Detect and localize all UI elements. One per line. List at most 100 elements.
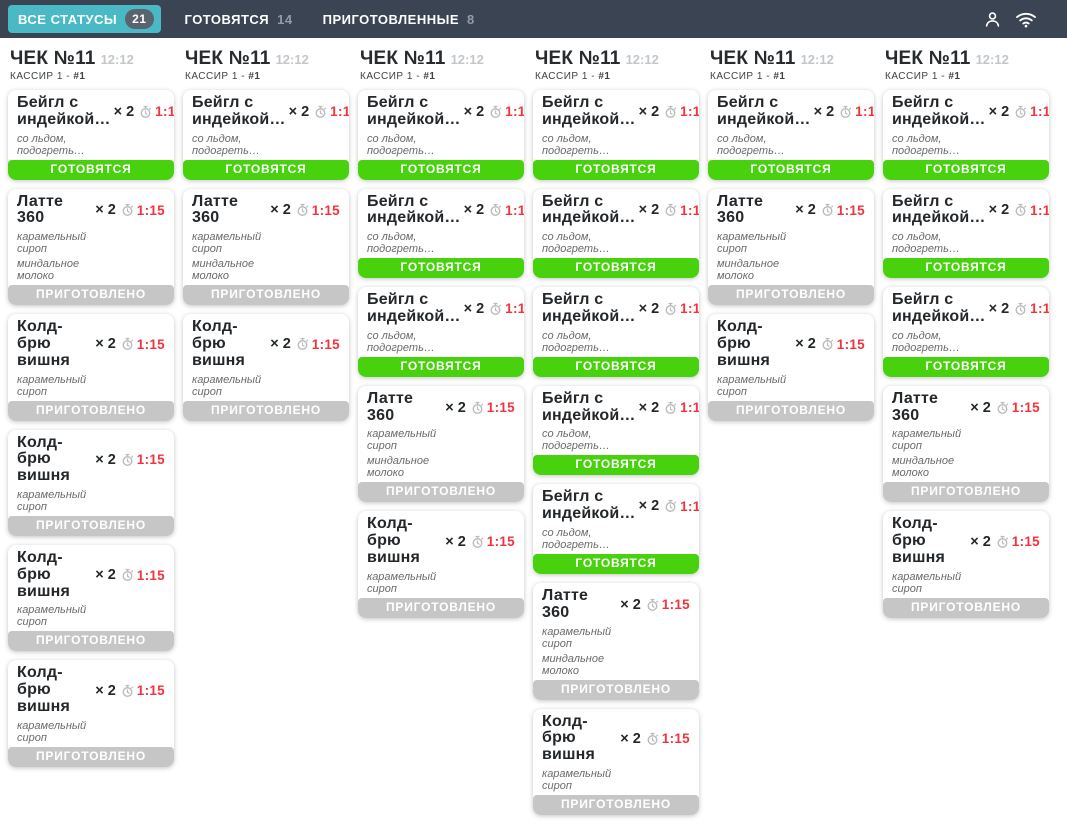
order-column: ЧЕК №11 12:12 КАССИР 1 - #1 Бейгл с инде… — [533, 47, 699, 824]
status-button[interactable]: ГОТОВЯТСЯ — [883, 356, 1049, 377]
item-meta: × 2 1:15 — [620, 597, 690, 613]
top-bar: ВСЕ СТАТУСЫ 21 ГОТОВЯТСЯ 14 ПРИГОТОВЛЕНН… — [0, 0, 1067, 38]
item-meta: × 2 1:15 — [95, 567, 165, 583]
order-number: #1 — [598, 71, 611, 82]
cashier-line: КАССИР 1 - #1 — [360, 71, 522, 83]
item-timer: 1:15 — [680, 104, 699, 120]
status-button[interactable]: ГОТОВЯТСЯ — [533, 159, 699, 180]
item-quantity: × 2 — [620, 730, 641, 747]
item-name: Бейгл с индейкой… — [542, 192, 636, 227]
card-body: Латте 360 × 2 1:15 карамел — [183, 189, 349, 286]
cashier-label: КАССИР 1 - — [360, 71, 424, 82]
check-header: ЧЕК №11 12:12 КАССИР 1 - #1 — [533, 47, 699, 90]
status-button[interactable]: ГОТОВЯТСЯ — [533, 356, 699, 377]
status-button[interactable]: ГОТОВЯТСЯ — [708, 159, 874, 180]
cashier-line: КАССИР 1 - #1 — [885, 71, 1047, 83]
order-number: #1 — [73, 71, 86, 82]
order-column: ЧЕК №11 12:12 КАССИР 1 - #1 Бейгл с инде… — [883, 47, 1049, 627]
order-item-card: Бейгл с индейкой… × 2 1:15 — [8, 90, 174, 180]
tab-preparing[interactable]: ГОТОВЯТСЯ 14 — [179, 8, 299, 31]
status-button[interactable]: ПРИГОТОВЛЕНО — [358, 482, 524, 503]
status-button[interactable]: ПРИГОТОВЛЕНО — [708, 285, 874, 306]
status-button[interactable]: ПРИГОТОВЛЕНО — [8, 285, 174, 306]
user-icon[interactable] — [983, 10, 1002, 29]
status-button[interactable]: ПРИГОТОВЛЕНО — [183, 400, 349, 421]
modifier: со льдом, подогреть… — [367, 231, 435, 256]
status-button[interactable]: ПРИГОТОВЛЕНО — [883, 597, 1049, 618]
item-name: Латте 360 — [367, 389, 414, 424]
timer-icon — [471, 535, 484, 549]
tab-all-statuses[interactable]: ВСЕ СТАТУСЫ 21 — [8, 5, 161, 33]
modifier: со льдом, подогреть… — [542, 231, 610, 256]
tab-count: 21 — [125, 9, 154, 29]
status-button[interactable]: ПРИГОТОВЛЕНО — [708, 400, 874, 421]
cards-list: Бейгл с индейкой… × 2 1:15 — [883, 90, 1049, 618]
status-button[interactable]: ПРИГОТОВЛЕНО — [533, 794, 699, 815]
modifier: карамельный сироп — [717, 231, 787, 256]
item-modifiers: карамельный сироп миндальное молоко — [17, 231, 165, 282]
item-name: Бейгл с индейкой… — [717, 94, 811, 128]
item-timer: 1:15 — [1030, 301, 1049, 317]
modifier: карамельный сироп — [892, 570, 962, 595]
card-body: Латте 360 × 2 1:15 карамел — [533, 583, 699, 680]
item-modifiers: со льдом, подогреть… — [892, 330, 1040, 354]
item-timer: 1:15 — [486, 534, 515, 550]
item-quantity: × 2 — [638, 399, 660, 416]
modifier: со льдом, подогреть… — [367, 329, 435, 354]
item-modifiers: со льдом, подогреть… — [542, 330, 690, 354]
status-button[interactable]: ГОТОВЯТСЯ — [358, 159, 524, 180]
item-quantity: × 2 — [95, 202, 116, 219]
modifier: со льдом, подогреть… — [367, 132, 435, 157]
status-button[interactable]: ГОТОВЯТСЯ — [533, 553, 699, 574]
status-button[interactable]: ГОТОВЯТСЯ — [8, 159, 174, 180]
status-button[interactable]: ГОТОВЯТСЯ — [533, 258, 699, 279]
item-quantity: × 2 — [813, 103, 835, 120]
check-number: ЧЕК №11 — [710, 48, 796, 69]
item-quantity: × 2 — [288, 103, 310, 120]
status-button[interactable]: ГОТОВЯТСЯ — [358, 356, 524, 377]
order-item-card: Латте 360 × 2 1:15 карамел — [358, 385, 524, 503]
order-item-card: Бейгл с индейкой… × 2 1:15 — [358, 90, 524, 180]
item-meta: × 2 1:15 — [95, 336, 165, 352]
item-modifiers: со льдом, подогреть… — [367, 231, 515, 255]
item-quantity: × 2 — [795, 202, 816, 219]
item-name: Латте 360 — [17, 192, 64, 227]
status-tabs: ВСЕ СТАТУСЫ 21 ГОТОВЯТСЯ 14 ПРИГОТОВЛЕНН… — [8, 5, 481, 33]
status-button[interactable]: ПРИГОТОВЛЕНО — [533, 679, 699, 700]
item-modifiers: со льдом, подогреть… — [892, 231, 1040, 255]
item-name: Колд-брю вишня — [17, 664, 71, 715]
wifi-icon[interactable] — [1015, 11, 1037, 28]
tab-count: 8 — [467, 11, 475, 27]
cashier-line: КАССИР 1 - #1 — [710, 71, 872, 83]
status-button[interactable]: ГОТОВЯТСЯ — [183, 159, 349, 180]
status-button[interactable]: ПРИГОТОВЛЕНО — [8, 400, 174, 421]
cards-list: Бейгл с индейкой… × 2 1:15 — [358, 90, 524, 618]
item-timer: 1:15 — [1030, 104, 1049, 120]
modifier: со льдом, подогреть… — [542, 132, 610, 157]
status-button[interactable]: ГОТОВЯТСЯ — [883, 258, 1049, 279]
order-item-card: Бейгл с индейкой… × 2 1:15 — [883, 188, 1049, 279]
status-button[interactable]: ГОТОВЯТСЯ — [358, 258, 524, 279]
status-button[interactable]: ПРИГОТОВЛЕНО — [183, 285, 349, 306]
item-name: Колд-брю вишня — [717, 318, 771, 369]
item-timer: 1:15 — [855, 104, 874, 120]
status-button[interactable]: ПРИГОТОВЛЕНО — [8, 746, 174, 767]
status-button[interactable]: ПРИГОТОВЛЕНО — [358, 597, 524, 618]
item-timer: 1:15 — [155, 104, 174, 120]
check-number: ЧЕК №11 — [360, 48, 446, 69]
status-button[interactable]: ГОТОВЯТСЯ — [883, 159, 1049, 180]
timer-icon — [996, 535, 1009, 549]
item-timer: 1:15 — [136, 683, 165, 699]
tab-done[interactable]: ПРИГОТОВЛЕННЫЕ 8 — [317, 8, 481, 31]
item-modifiers: со льдом, подогреть… — [717, 133, 865, 157]
modifier: со льдом, подогреть… — [192, 132, 260, 157]
card-body: Бейгл с индейкой… × 2 1:15 — [183, 90, 349, 160]
status-button[interactable]: ПРИГОТОВЛЕНО — [8, 631, 174, 652]
status-button[interactable]: ПРИГОТОВЛЕНО — [883, 482, 1049, 503]
status-button[interactable]: ГОТОВЯТСЯ — [533, 455, 699, 476]
item-meta: × 2 1:15 — [114, 104, 174, 120]
modifier: карамельный сироп — [192, 231, 262, 256]
item-meta: × 2 1:15 — [989, 202, 1049, 218]
status-button[interactable]: ПРИГОТОВЛЕНО — [8, 515, 174, 536]
timer-icon — [664, 302, 677, 316]
